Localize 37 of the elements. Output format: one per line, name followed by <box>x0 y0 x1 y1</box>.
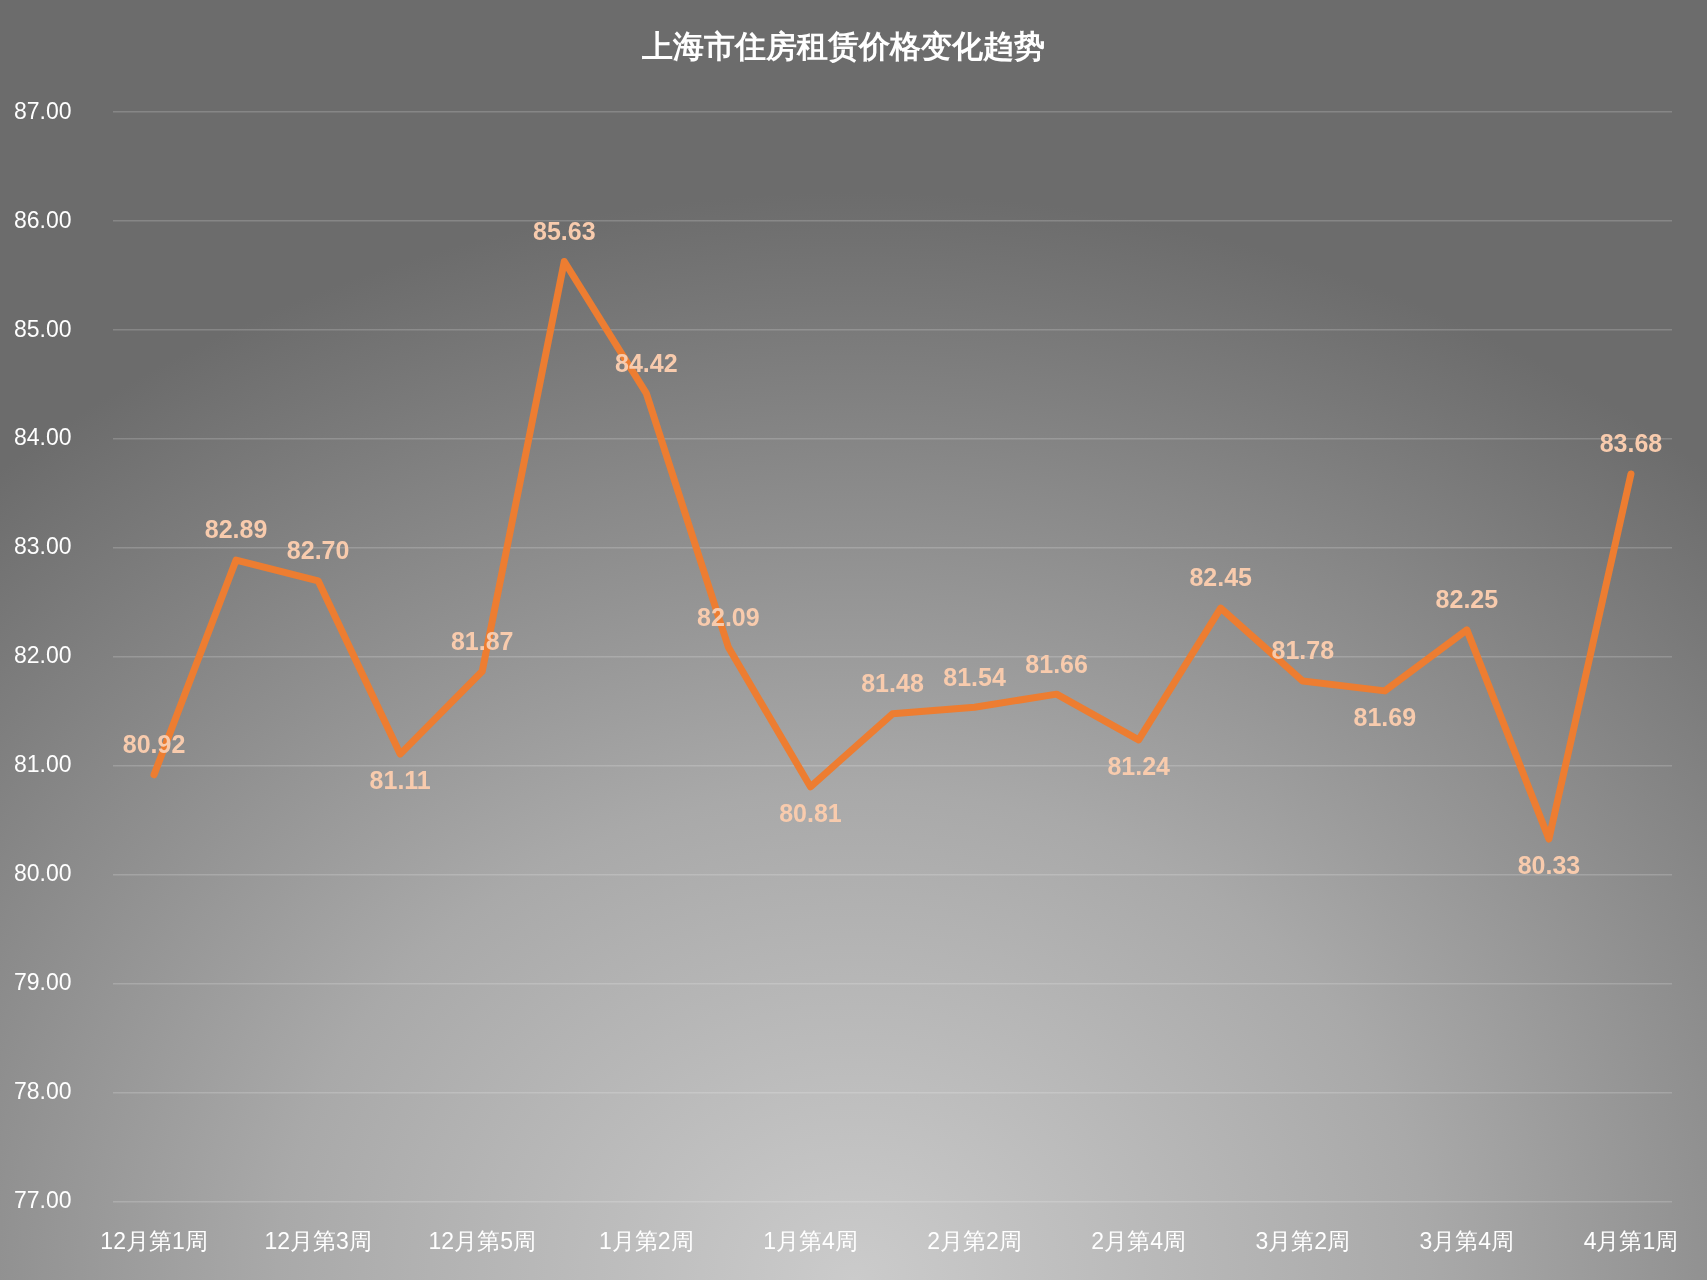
y-tick-label: 84.00 <box>14 424 72 451</box>
x-tick-label: 4月第1周 <box>1583 1228 1679 1255</box>
x-tick-label: 1月第4周 <box>763 1228 858 1255</box>
y-tick-label: 86.00 <box>14 206 72 233</box>
x-tick-label: 1月第2周 <box>599 1228 694 1255</box>
y-tick-label: 80.00 <box>14 860 72 887</box>
data-label: 85.63 <box>533 216 596 245</box>
y-tick-label: 81.00 <box>14 751 72 778</box>
data-label: 82.45 <box>1189 563 1253 592</box>
x-tick-label: 3月第4周 <box>1419 1228 1515 1255</box>
data-label: 81.69 <box>1353 703 1417 732</box>
y-tick-label: 77.00 <box>14 1187 72 1214</box>
data-label: 82.25 <box>1435 585 1499 614</box>
data-label: 83.68 <box>1599 429 1663 458</box>
y-tick-label: 87.00 <box>14 97 72 124</box>
x-tick-label: 12月第3周 <box>264 1228 372 1255</box>
y-tick-label: 83.00 <box>14 533 72 560</box>
data-label: 80.81 <box>779 799 842 828</box>
data-label: 81.66 <box>1025 649 1088 678</box>
y-tick-label: 79.00 <box>14 969 72 996</box>
y-tick-label: 82.00 <box>14 642 72 669</box>
data-label: 81.24 <box>1107 752 1171 781</box>
data-label: 81.48 <box>861 669 924 698</box>
data-label: 81.78 <box>1271 636 1335 665</box>
y-tick-label: 78.00 <box>14 1078 72 1105</box>
x-tick-label: 2月第2周 <box>927 1228 1022 1255</box>
x-tick-label: 3月第2周 <box>1255 1228 1351 1255</box>
y-tick-label: 85.00 <box>14 315 72 342</box>
chart-title: 上海市住房租赁价格变化趋势 <box>640 29 1045 65</box>
x-tick-label: 2月第4周 <box>1091 1228 1186 1255</box>
data-label: 82.89 <box>204 515 268 544</box>
data-label: 80.33 <box>1517 851 1581 880</box>
data-label: 82.70 <box>286 536 350 565</box>
data-label: 81.11 <box>369 766 431 795</box>
x-tick-label: 12月第1周 <box>100 1228 208 1255</box>
x-tick-label: 12月第5周 <box>428 1228 536 1255</box>
data-label: 81.54 <box>943 662 1006 691</box>
